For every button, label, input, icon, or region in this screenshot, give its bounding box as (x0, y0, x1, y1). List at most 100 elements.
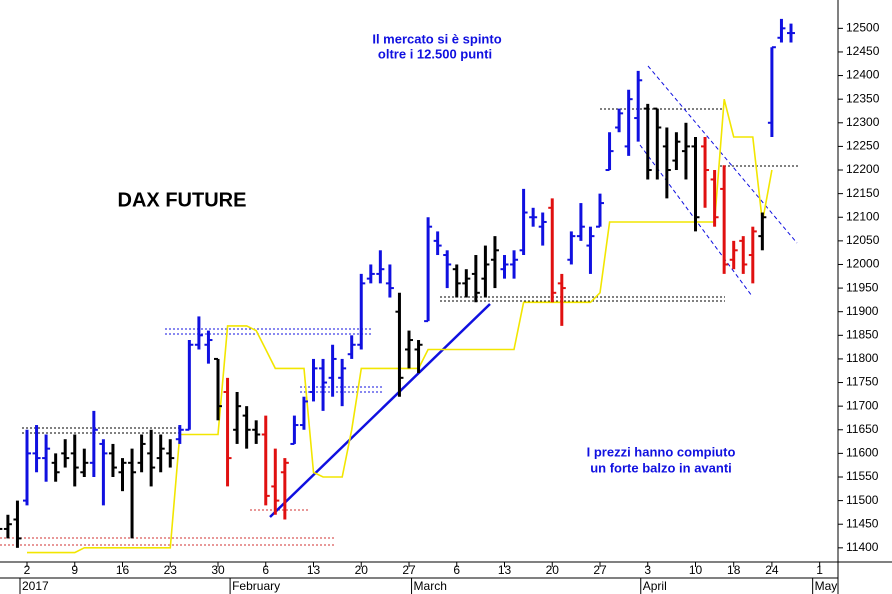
y-tick-label: 12450 (846, 44, 880, 58)
ohlc-bar (328, 344, 337, 397)
y-tick-label: 11650 (846, 422, 879, 436)
y-tick-label: 11500 (846, 493, 879, 507)
ohlc-bar (338, 358, 347, 407)
x-tick-label: 6 (453, 563, 460, 577)
x-tick-label: 1 (816, 563, 823, 577)
y-tick-label: 12250 (846, 139, 880, 153)
x-tick-label: 27 (402, 563, 416, 577)
ohlc-bar (433, 231, 442, 256)
month-label: 2017 (22, 579, 49, 593)
ohlc-bar (271, 448, 280, 515)
ohlc-bar (643, 103, 652, 180)
chart-title: DAX FUTURE (118, 189, 247, 211)
annotation: oltre i 12.500 punti (378, 46, 492, 61)
annotation: un forte balzo in avanti (590, 460, 732, 475)
ohlc-bar (462, 269, 471, 298)
y-tick-label: 11600 (846, 446, 879, 460)
ohlc-bar (366, 264, 375, 284)
x-tick-label: 18 (727, 563, 741, 577)
ohlc-bar (194, 316, 203, 350)
x-tick-label: 30 (211, 563, 225, 577)
ohlc-bar (548, 198, 557, 303)
ohlc-bar (319, 358, 328, 411)
ohlc-bar (147, 429, 156, 487)
x-tick-label: 20 (546, 563, 560, 577)
ohlc-bar (376, 250, 385, 284)
ohlc-bar (414, 340, 423, 374)
ohlc-bar (662, 127, 671, 199)
ohlc-bar (13, 500, 22, 548)
y-tick-label: 11800 (846, 351, 879, 365)
ohlc-bar (510, 250, 519, 279)
ohlc-bar (137, 434, 146, 473)
ohlc-bar (118, 458, 127, 492)
ohlc-bar (777, 18, 786, 43)
ohlc-bar (787, 23, 795, 43)
annotation: I prezzi hanno compiuto (587, 444, 736, 459)
ohlc-bar (634, 70, 643, 142)
ohlc-bar (538, 212, 547, 246)
y-tick-label: 12150 (846, 186, 880, 200)
ohlc-bar (280, 458, 289, 520)
ohlc-bar (61, 439, 70, 468)
trend-line (269, 303, 491, 518)
y-tick-label: 11400 (846, 540, 879, 554)
month-label: February (232, 579, 280, 593)
y-tick-label: 11700 (846, 398, 879, 412)
ohlc-bar (691, 136, 700, 232)
annotation: Il mercato si è spinto (372, 31, 501, 46)
ohlc-bar (385, 264, 394, 298)
month-label: March (414, 579, 447, 593)
ohlc-bar (720, 165, 729, 274)
ohlc-bar (739, 236, 748, 274)
y-tick-label: 11550 (846, 469, 879, 483)
ohlc-bar (443, 250, 452, 289)
ohlc-bar (166, 439, 175, 468)
ohlc-bar (128, 448, 137, 539)
ohlc-bar (605, 132, 614, 172)
y-tick-label: 12100 (846, 209, 880, 223)
ohlc-bar (347, 335, 356, 359)
y-tick-label: 12500 (846, 21, 880, 35)
y-tick-label: 11900 (846, 304, 879, 318)
ohlc-bar (567, 231, 576, 265)
y-tick-label: 12350 (846, 91, 880, 105)
ohlc-bar (261, 415, 270, 506)
x-tick-label: 13 (498, 563, 512, 577)
ohlc-bar (490, 236, 499, 289)
ohlc-bar (672, 132, 681, 171)
ohlc-bar (357, 273, 366, 350)
y-tick-label: 12300 (846, 115, 880, 129)
ohlc-bar (108, 443, 117, 477)
x-tick-label: 9 (71, 563, 78, 577)
ohlc-bar (758, 212, 767, 251)
ohlc-bar (615, 108, 624, 133)
x-tick-label: 2 (24, 563, 31, 577)
ohlc-bar (204, 330, 213, 364)
ohlc-bar (309, 358, 318, 402)
ohlc-bar (0, 527, 3, 530)
y-tick-label: 12050 (846, 233, 880, 247)
ohlc-bar (405, 330, 413, 369)
ohlc-bar (471, 255, 480, 303)
month-label: May (815, 579, 838, 593)
ohlc-bar (395, 292, 404, 397)
marks (0, 18, 795, 554)
ohlc-bar (42, 434, 51, 482)
ohlc-bar (586, 226, 595, 274)
ohlc-bar (767, 46, 776, 137)
ohlc-bar (424, 217, 433, 323)
x-tick-label: 10 (689, 563, 703, 577)
ohlc-bar (242, 406, 251, 449)
ohlc-bar (557, 273, 566, 326)
ohlc-bar (32, 425, 41, 473)
x-tick-label: 3 (644, 563, 651, 577)
y-tick-label: 12000 (846, 257, 880, 271)
ohlc-bar (70, 434, 79, 487)
ohlc-bar (500, 255, 509, 279)
y-tick-label: 11750 (846, 375, 879, 389)
ohlc-bar (519, 188, 528, 256)
ohlc-bar (214, 357, 222, 421)
x-tick-label: 27 (593, 563, 607, 577)
